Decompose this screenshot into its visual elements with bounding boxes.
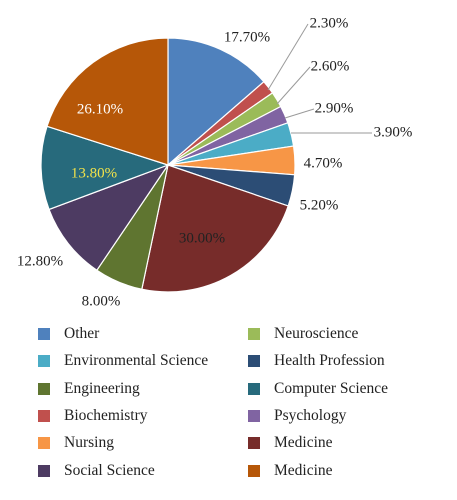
legend-item-psychology: Psychology xyxy=(248,407,346,425)
legend-swatch xyxy=(248,409,260,422)
data-label-1: 2.30% xyxy=(310,15,349,31)
leader-line-1 xyxy=(267,23,309,91)
legend-item-engineering: Engineering xyxy=(38,380,140,398)
pie-data-labels: 17.70% 2.30% 2.60% 2.90% 3.90% 4.70% 5.20% 30.0… xyxy=(17,15,413,309)
data-label-0: 17.70% xyxy=(224,29,270,45)
legend-label: Engineering xyxy=(64,379,140,397)
data-label-5: 4.70% xyxy=(304,155,343,171)
data-label-4: 3.90% xyxy=(374,124,413,140)
legend-swatch xyxy=(38,464,50,477)
legend-label: Psychology xyxy=(274,406,347,424)
legend-label: Medicine xyxy=(274,434,333,452)
legend-item-environmental-science: Environmental Science xyxy=(38,352,208,370)
chart-legend: Other Environmental Science Engineering Bio… xyxy=(38,325,448,495)
data-label-3: 2.90% xyxy=(315,100,354,116)
legend-item-biochemistry: Biochemistry xyxy=(38,407,148,425)
legend-label: Environmental Science xyxy=(64,352,209,370)
data-label-9: 12.80% xyxy=(17,253,63,269)
legend-label: Neuroscience xyxy=(274,325,359,342)
legend-swatch xyxy=(38,437,50,450)
legend-swatch xyxy=(38,355,50,368)
legend-item-medicine: Medicine xyxy=(248,462,333,480)
leader-line-3 xyxy=(284,108,315,119)
pie-slice-computer-science-10 xyxy=(40,125,170,211)
data-label-10: 13.80% xyxy=(71,165,117,181)
pie-slice-social-science-9 xyxy=(48,163,170,272)
legend-label: Medicine xyxy=(274,461,333,479)
legend-item-social-science: Social Science xyxy=(38,462,155,480)
legend-swatch xyxy=(248,464,260,477)
legend-item-medicine: Medicine xyxy=(248,434,333,452)
legend-label: Other xyxy=(64,325,100,342)
legend-swatch xyxy=(248,382,260,395)
leader-line-2 xyxy=(276,66,311,105)
pie-chart-svg: 17.70% 2.30% 2.60% 2.90% 3.90% 4.70% 5.20% 30.0… xyxy=(17,15,413,309)
legend-swatch xyxy=(248,328,260,340)
legend-swatch xyxy=(248,437,260,450)
pie-slice-medicine-11 xyxy=(46,37,169,166)
legend-label: Biochemistry xyxy=(64,406,148,424)
legend-label: Computer Science xyxy=(274,379,389,397)
legend-swatch xyxy=(248,355,260,368)
pie-slice-other-0 xyxy=(167,37,265,167)
legend-item-other: Other xyxy=(38,325,99,343)
pie-slices xyxy=(40,37,296,293)
data-label-6: 5.20% xyxy=(300,197,339,213)
pie-slice-medicine-7 xyxy=(141,164,289,293)
legend-label: Nursing xyxy=(64,434,114,452)
legend-swatch xyxy=(38,409,50,422)
data-label-8: 8.00% xyxy=(82,293,121,309)
legend-swatch xyxy=(38,328,50,340)
legend-label: Social Science xyxy=(64,461,155,479)
data-label-7: 30.00% xyxy=(179,230,225,246)
legend-item-nursing: Nursing xyxy=(38,434,114,452)
legend-item-health-profession: Health Profession xyxy=(248,352,385,370)
legend-swatch xyxy=(38,382,50,395)
data-label-11: 26.10% xyxy=(77,101,123,117)
legend-label: Health Profession xyxy=(274,352,385,370)
legend-item-computer-science: Computer Science xyxy=(248,380,388,398)
data-label-2: 2.60% xyxy=(311,58,350,74)
legend-item-neuroscience: Neuroscience xyxy=(248,325,358,343)
